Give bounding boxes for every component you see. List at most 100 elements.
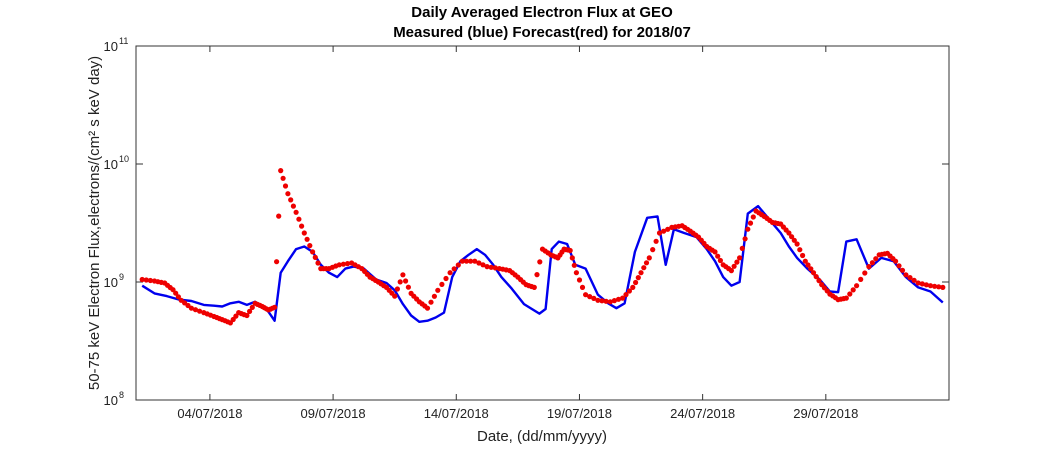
forecast-point [463, 258, 470, 264]
forecast-point [173, 290, 179, 296]
forecast-point [810, 270, 817, 276]
x-tick-label: 14/07/2018 [424, 406, 489, 421]
forecast-point [443, 275, 449, 282]
forecast-point [903, 272, 909, 278]
y-tick-label: 10 [104, 393, 118, 408]
forecast-point [435, 287, 441, 293]
forecast-point [312, 254, 318, 260]
forecast-point [569, 255, 575, 261]
forecast-point [630, 284, 636, 290]
forecast-point [843, 295, 849, 301]
forecast-point [336, 262, 342, 268]
forecast-point [896, 263, 902, 269]
forecast-point [431, 293, 437, 299]
forecast-point [653, 238, 659, 244]
forecast-point [633, 279, 639, 286]
forecast-point [492, 265, 498, 271]
y-tick-exponent: 11 [119, 36, 128, 46]
forecast-point [739, 245, 745, 251]
forecast-point [656, 230, 663, 236]
forecast-point [233, 313, 239, 319]
forecast-point [603, 298, 609, 304]
forecast-point [816, 278, 822, 284]
forecast-point [745, 226, 751, 232]
forecast-point [583, 292, 589, 298]
forecast-point [424, 305, 431, 311]
forecast-point [282, 183, 289, 189]
forecast-point [850, 287, 856, 293]
forecast-point [747, 220, 754, 226]
forecast-point [576, 277, 583, 283]
forecast-point [451, 266, 457, 272]
forecast-point [394, 286, 400, 292]
forecast-point [907, 275, 913, 281]
forecast-point [858, 276, 864, 282]
forecast-point [428, 299, 434, 305]
forecast-point [808, 266, 814, 272]
forecast-point [197, 308, 203, 314]
forecast-point [862, 270, 868, 276]
x-axis: 04/07/2018 09/07/2018 14/07/2018 19/07/2018… [177, 46, 858, 421]
forecast-point [392, 293, 398, 299]
forecast-point [403, 278, 409, 284]
forecast-point [615, 296, 622, 302]
forecast-point [797, 247, 803, 253]
forecast-point [791, 237, 797, 243]
forecast-point [786, 230, 792, 236]
forecast-point [866, 264, 872, 270]
forecast-point [750, 214, 756, 220]
forecast-point [488, 264, 494, 270]
forecast-point [476, 260, 482, 266]
forecast-point [805, 262, 811, 268]
forecast-point [800, 252, 806, 259]
forecast-point [599, 298, 605, 304]
forecast-point [405, 284, 411, 290]
forecast-point [188, 305, 194, 311]
forecast-point [455, 262, 461, 268]
forecast-point [635, 275, 641, 281]
forecast-point [717, 257, 724, 264]
forecast-point [715, 253, 721, 259]
forecast-point [923, 282, 930, 288]
forecast-point [591, 295, 597, 301]
forecast-point [272, 304, 278, 310]
forecast-point [661, 228, 667, 234]
y-tick-exponent: 8 [119, 390, 124, 400]
forecast-point [400, 272, 406, 278]
forecast-point [802, 258, 808, 264]
forecast-point [537, 259, 543, 265]
forecast-point [139, 276, 145, 283]
forecast-point [344, 261, 351, 267]
forecast-point [280, 175, 286, 181]
x-tick-label: 29/07/2018 [793, 406, 858, 421]
forecast-point [285, 191, 291, 197]
forecast-point [288, 197, 294, 203]
forecast-point [712, 249, 718, 255]
plot-area [135, 45, 950, 401]
forecast-point [940, 284, 946, 290]
forecast-point [468, 258, 474, 264]
x-tick-label: 24/07/2018 [670, 406, 735, 421]
forecast-point [927, 283, 934, 289]
y-tick-label: 10 [104, 157, 118, 172]
forecast-point [531, 284, 537, 290]
forecast-point [244, 312, 250, 319]
forecast-point [439, 281, 445, 287]
forecast-point [854, 283, 860, 289]
forecast-point [847, 291, 853, 297]
forecast-point [472, 258, 478, 264]
y-axis-label: 50-75 keV Electron Flux,electrons/(cm² s… [86, 56, 103, 390]
measured-series-line [141, 204, 944, 323]
forecast-point [665, 226, 671, 232]
forecast-point [728, 268, 735, 274]
forecast-point [899, 267, 906, 273]
x-tick-label: 04/07/2018 [177, 406, 242, 421]
x-tick-label: 19/07/2018 [547, 406, 612, 421]
forecast-point [340, 261, 346, 267]
forecast-point [274, 259, 280, 265]
forecast-point [290, 203, 296, 209]
forecast-point [611, 298, 618, 304]
forecast-point [397, 279, 403, 285]
chart-title: Daily Averaged Electron Flux at GEO [411, 4, 673, 21]
